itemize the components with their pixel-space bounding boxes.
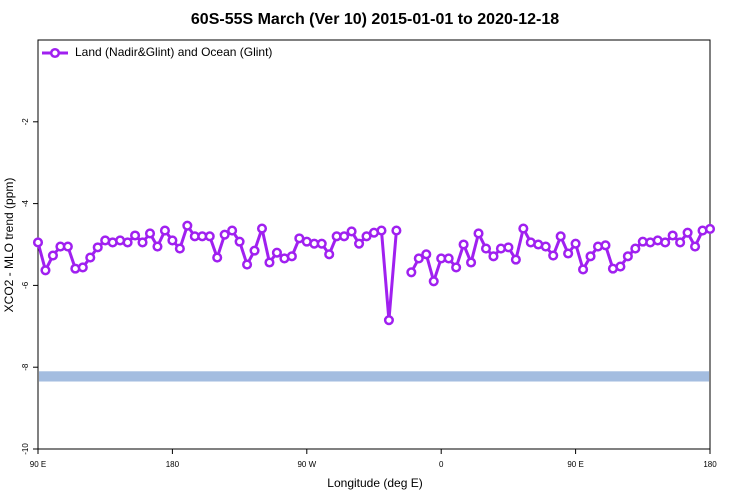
point: [667, 230, 678, 241]
point: [451, 262, 462, 273]
y-axis-label: XCO2 - MLO trend (ppm): [2, 178, 16, 313]
point: [137, 237, 148, 248]
point: [466, 257, 477, 268]
point: [339, 231, 350, 242]
point: [242, 259, 253, 270]
point: [555, 231, 566, 242]
point: [548, 250, 559, 261]
point: [77, 262, 88, 273]
point: [122, 237, 133, 248]
point: [540, 241, 551, 252]
y-tick-label: -10: [21, 443, 30, 455]
point: [182, 220, 193, 231]
point: [144, 228, 156, 239]
point: [85, 252, 96, 263]
point: [204, 231, 215, 242]
point: [480, 243, 492, 254]
point: [234, 236, 245, 247]
point: [428, 276, 439, 287]
point: [630, 243, 641, 254]
point: [488, 251, 499, 262]
point: [563, 248, 574, 259]
point: [92, 242, 103, 253]
point: [32, 237, 44, 248]
band: [39, 371, 709, 382]
point: [682, 227, 693, 238]
point: [704, 223, 716, 235]
x-tick-label: 90 W: [297, 460, 316, 469]
point: [256, 223, 268, 234]
point: [406, 267, 417, 278]
point: [152, 241, 163, 252]
point: [271, 247, 282, 258]
point: [354, 238, 365, 249]
point: [212, 252, 223, 263]
point: [458, 239, 469, 250]
x-tick-label: 0: [439, 460, 444, 469]
point: [219, 229, 230, 240]
point: [578, 264, 589, 275]
point: [615, 261, 626, 272]
y-tick-label: -4: [21, 199, 30, 207]
x-tick-label: 180: [703, 460, 717, 469]
point: [570, 238, 581, 249]
point: [324, 249, 335, 260]
legend-label: Land (Nadir&Glint) and Ocean (Glint): [75, 45, 272, 59]
y-tick-label: -2: [21, 118, 30, 126]
point: [174, 243, 185, 254]
x-tick-label: 90 E: [30, 460, 46, 469]
legend-marker: [49, 47, 61, 59]
point: [391, 225, 402, 236]
point: [503, 242, 514, 253]
point: [690, 241, 701, 252]
point: [264, 257, 275, 268]
x-axis-label: Longitude (deg E): [327, 476, 422, 490]
point: [421, 249, 432, 260]
point: [62, 241, 73, 252]
point: [249, 245, 260, 256]
point: [361, 231, 372, 242]
point: [376, 225, 387, 236]
point: [346, 226, 357, 237]
chart-title: 60S-55S March (Ver 10) 2015-01-01 to 202…: [191, 11, 559, 28]
y-tick-label: -6: [21, 281, 30, 289]
x-tick-label: 180: [166, 460, 180, 469]
point: [510, 254, 521, 265]
point: [585, 251, 596, 262]
point: [675, 237, 686, 248]
point: [622, 251, 633, 262]
point: [130, 230, 141, 241]
point: [413, 253, 424, 264]
x-tick-label: 90 E: [567, 460, 583, 469]
point: [473, 228, 484, 239]
point: [227, 225, 238, 236]
point: [383, 315, 394, 326]
point: [660, 237, 671, 248]
point: [518, 223, 529, 234]
point: [159, 225, 170, 236]
point: [286, 251, 297, 262]
point: [316, 238, 327, 249]
point: [47, 250, 58, 261]
point: [40, 265, 51, 276]
point: [600, 240, 611, 251]
point: [443, 253, 454, 264]
point: [167, 235, 178, 246]
y-tick-label: -8: [21, 363, 30, 371]
